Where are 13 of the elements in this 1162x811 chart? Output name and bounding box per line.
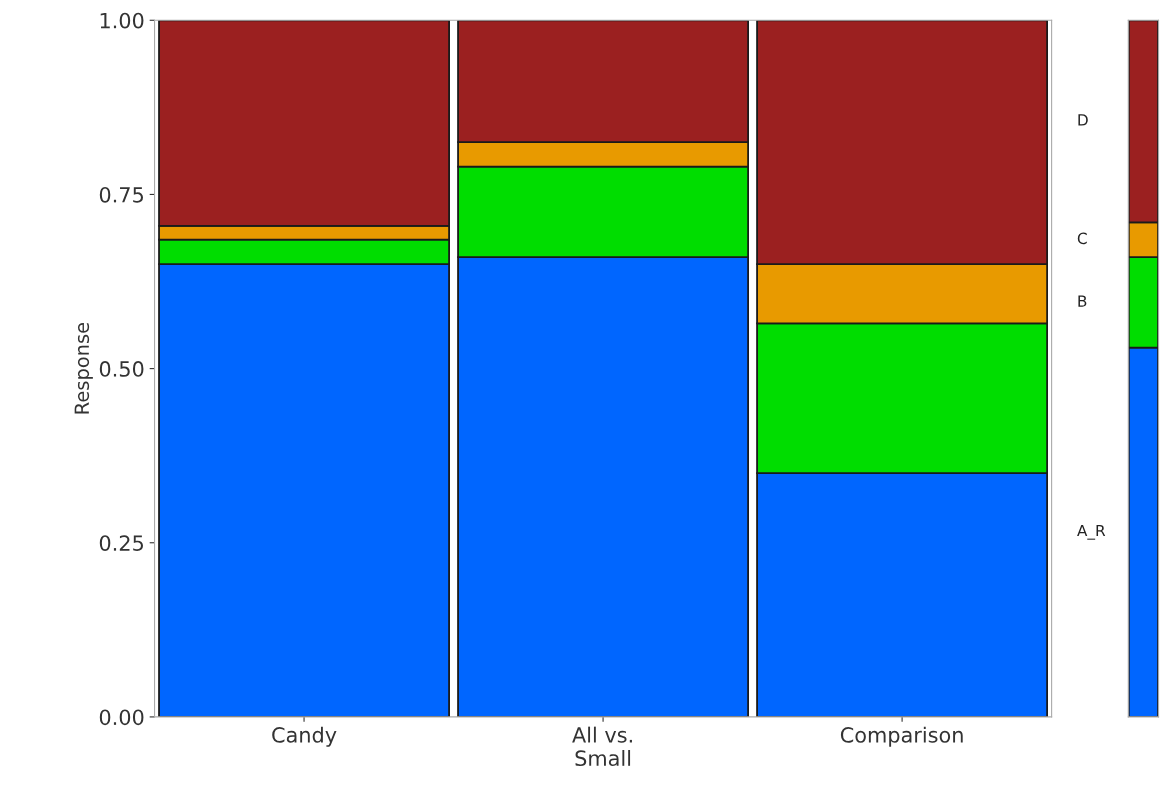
y-tick-label: 0.00 [99,709,144,726]
text: B [1078,295,1087,307]
y-tick-label: 1.00 [100,12,144,29]
y-axis-title: Response [74,322,93,414]
series-label: A_R [1077,524,1106,540]
text: D [1078,114,1088,126]
x-tick-label: Candy [272,726,337,747]
y-tick-label: 0.50 [99,361,144,377]
x-tick-label: All vs. Small [572,726,632,767]
y-tick-label: 0.75 [99,186,143,203]
text: C [1077,232,1087,245]
y-tick-label: 0.25 [99,535,143,551]
x-tick-label: Comparison [840,726,963,747]
